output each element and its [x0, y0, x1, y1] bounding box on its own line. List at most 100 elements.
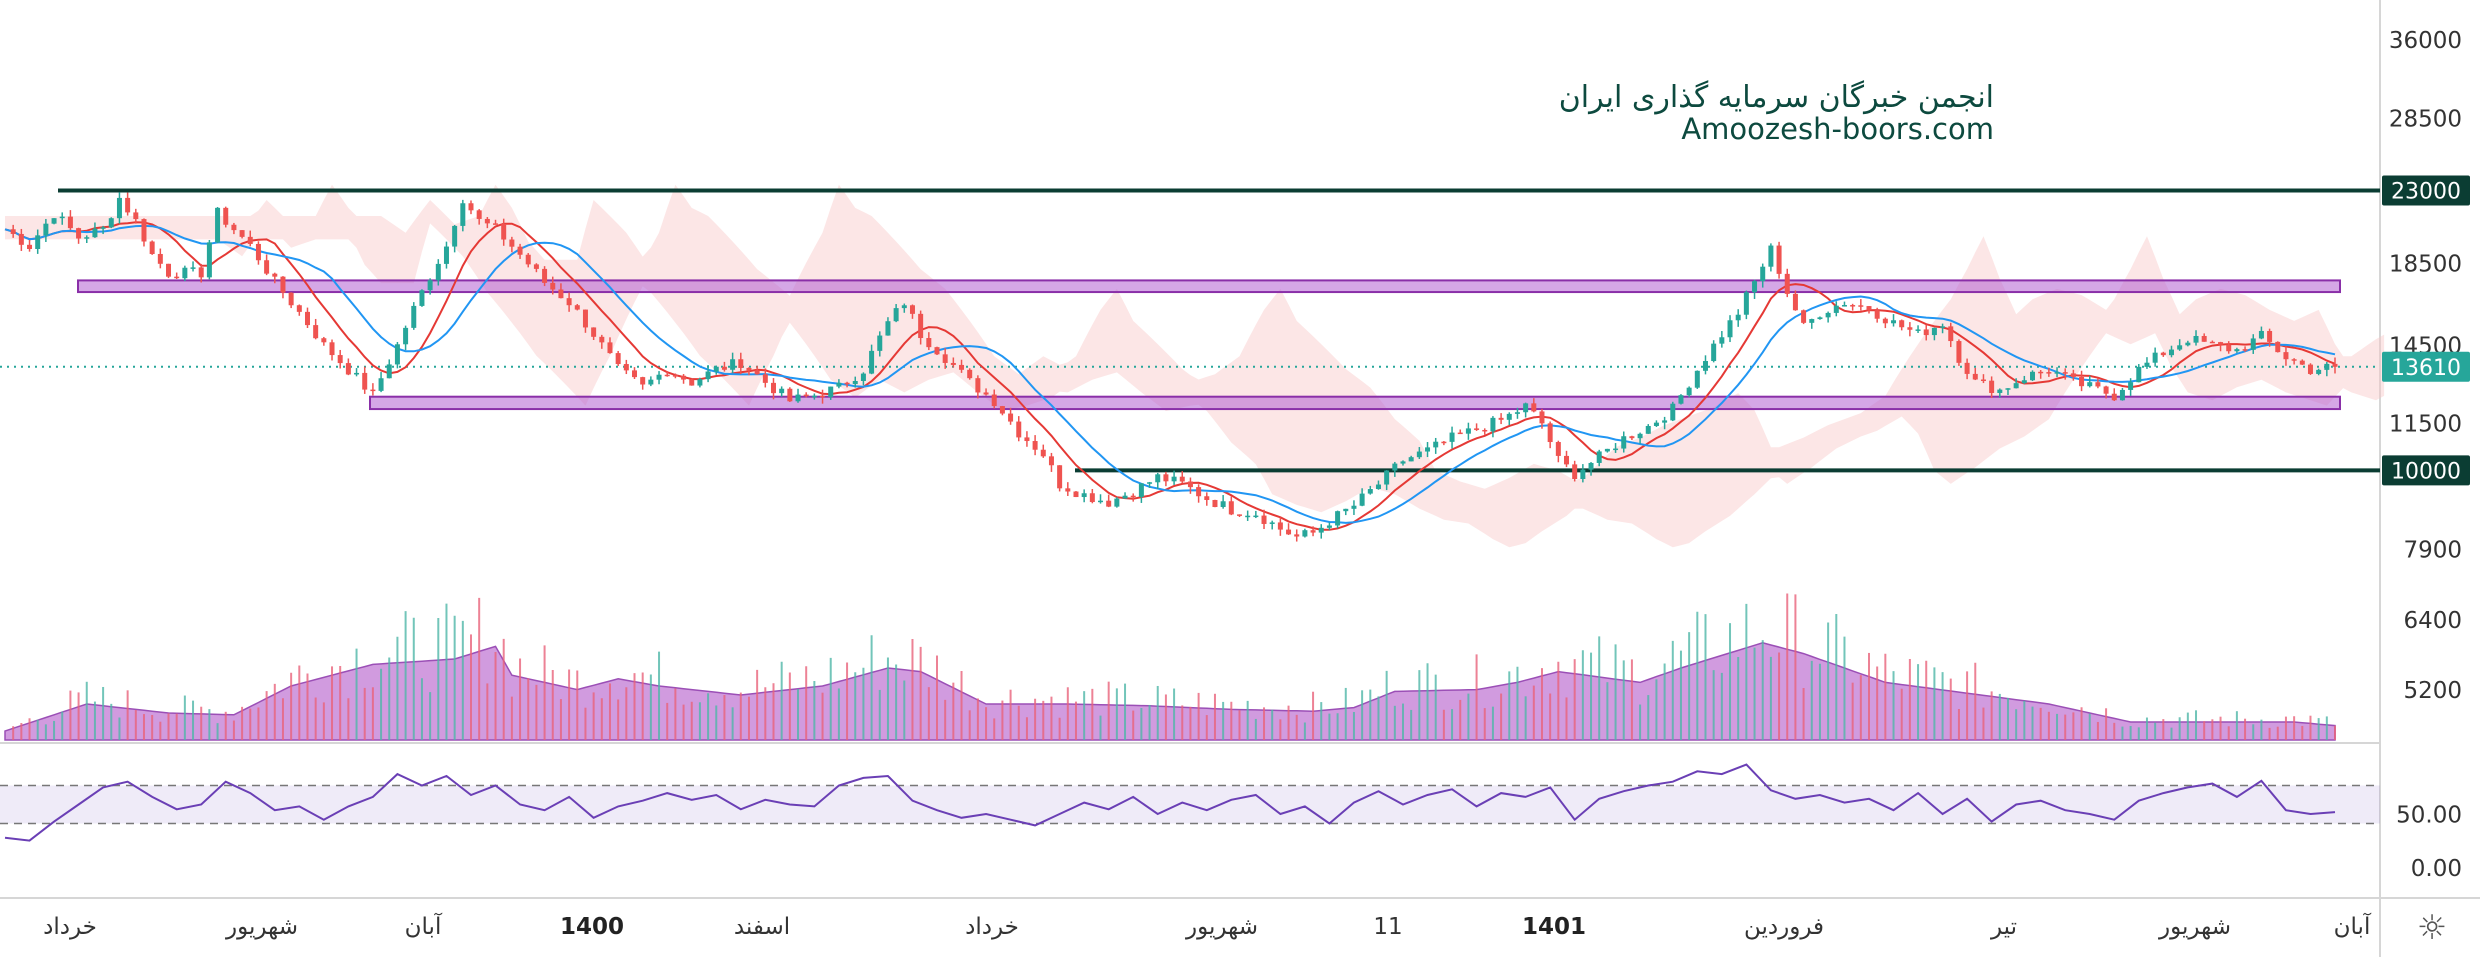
candle-body [2144, 362, 2150, 367]
candle-body [901, 305, 907, 309]
candle-body [828, 386, 834, 398]
candle-body [2136, 366, 2142, 383]
candle-body [1408, 457, 1414, 462]
candle-body [1384, 470, 1390, 485]
candle-body [681, 375, 687, 380]
candle-body [1016, 421, 1022, 438]
price-tick-11500: 11500 [2389, 411, 2462, 437]
last-price-tag [2382, 351, 2470, 382]
ma-fast [4, 221, 2336, 531]
candle-body [1482, 429, 1488, 432]
candle-body [2119, 389, 2125, 401]
candle-body [1686, 387, 1692, 396]
candle-body [795, 394, 801, 402]
candle-body [337, 355, 343, 364]
candle-body [354, 372, 360, 375]
candle-body [1024, 437, 1030, 442]
candle-body [1114, 498, 1120, 507]
candle-body [1465, 428, 1471, 434]
candle-body [2283, 352, 2289, 360]
candle-body [1923, 329, 1929, 336]
price-axis[interactable]: 3600028500185001450011500990079006400520… [2382, 28, 2470, 882]
candle-body [550, 282, 556, 290]
candle-body [1743, 292, 1749, 315]
candle-body [329, 342, 335, 356]
candle-body [1801, 310, 1807, 323]
level-tag-10000 [2382, 455, 2470, 486]
price-tick-28500: 28500 [2389, 106, 2462, 132]
candle-body [1596, 451, 1602, 463]
candle-body [1874, 310, 1880, 319]
candle-body [2291, 359, 2297, 361]
candle-body [1310, 530, 1316, 533]
candle-body [1531, 403, 1537, 412]
candle-body [1662, 420, 1668, 423]
candle-body [2087, 382, 2093, 387]
candle-body [991, 394, 997, 407]
candle-body [1081, 493, 1087, 498]
candle-body [820, 395, 826, 398]
candle-body [1073, 491, 1079, 498]
candle-body [909, 305, 915, 314]
candle-body [632, 370, 638, 378]
candle-body [18, 233, 24, 245]
time-label-8: 1401 [1522, 914, 1586, 940]
candle-body [1498, 417, 1504, 420]
zone-12000 [369, 395, 2341, 411]
candle-body [754, 370, 760, 375]
ma-slow [4, 224, 2336, 524]
candle-body [1269, 522, 1275, 524]
candle-body [672, 375, 678, 377]
candle-body [1449, 432, 1455, 442]
candle-body [1670, 403, 1676, 421]
candle-body [542, 268, 548, 283]
candle-body [116, 197, 122, 219]
candle-body [321, 338, 327, 343]
candle-body [1555, 442, 1561, 456]
time-axis[interactable]: خرداد شهریور آبان 1400 اسفند خرداد شهریور 11 140… [43, 912, 2372, 940]
support-resistance-zones [77, 279, 2341, 411]
candle-body [67, 216, 73, 229]
candle-body [607, 342, 613, 354]
candle-body [1433, 441, 1439, 448]
candle-body [1866, 306, 1872, 311]
candle-body [738, 359, 744, 368]
candle-body [370, 389, 376, 392]
gear-icon[interactable]: ☼ [2416, 908, 2448, 948]
candle-body [272, 273, 278, 277]
candle-body [100, 227, 106, 229]
candle-body [1204, 496, 1210, 500]
candle-body [2218, 342, 2224, 345]
candle-body [2242, 349, 2248, 351]
candle-body [1416, 451, 1422, 458]
candle-body [2079, 376, 2085, 387]
candle-body [2095, 382, 2101, 387]
candle-body [1277, 522, 1283, 530]
candle-body [2062, 372, 2068, 374]
candle-body [1621, 436, 1627, 449]
candle-body [517, 246, 523, 255]
candle-body [2193, 335, 2199, 343]
candle-body [1809, 319, 1815, 323]
candle-body [1694, 370, 1700, 388]
candle-body [811, 395, 817, 398]
candle-body [460, 203, 466, 226]
price-tick-6400: 6400 [2403, 608, 2462, 634]
candle-body [231, 224, 237, 231]
candle-body [697, 379, 703, 386]
candle-body [493, 223, 499, 225]
candle-body [656, 374, 662, 380]
candle-body [2021, 380, 2027, 384]
candle-body [1008, 413, 1014, 422]
candle-body [92, 228, 98, 238]
time-label-3: 1400 [560, 914, 624, 940]
candle-body [1318, 527, 1324, 533]
level-tag-label-23000: 23000 [2391, 180, 2461, 205]
candle-body [174, 276, 180, 279]
candle-body [1138, 483, 1144, 497]
candle-body [746, 367, 752, 371]
candle-body [525, 254, 531, 265]
candle-body [1441, 441, 1447, 444]
